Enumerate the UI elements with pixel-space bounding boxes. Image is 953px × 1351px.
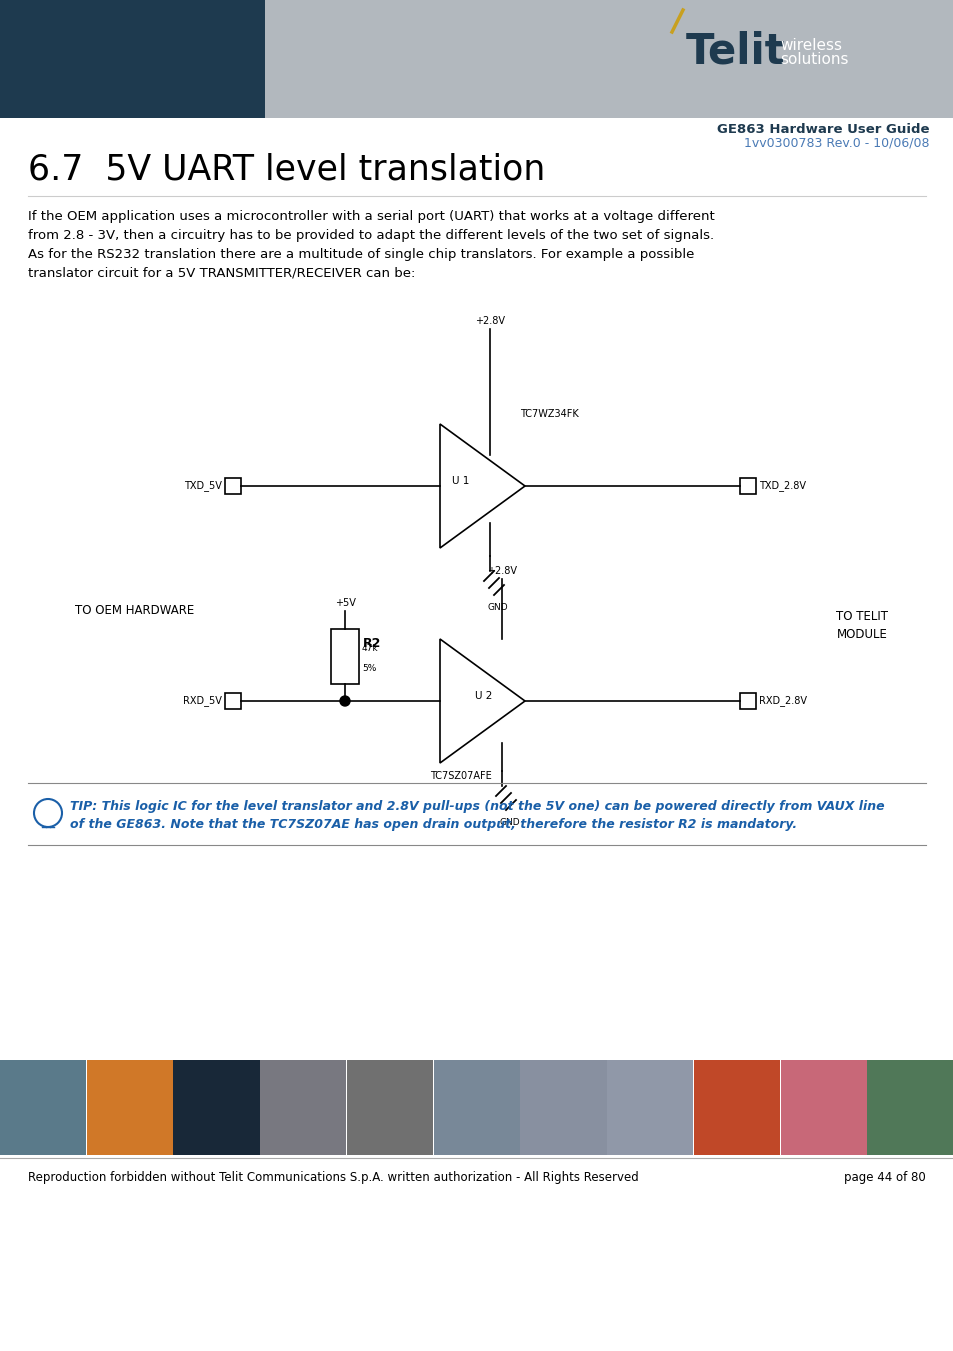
Text: Reproduction forbidden without Telit Communications S.p.A. written authorization: Reproduction forbidden without Telit Com… (28, 1171, 639, 1183)
Bar (225, 478, 241, 494)
Bar (347, 1061, 433, 1155)
Bar (225, 693, 241, 709)
Bar (0, 1061, 86, 1155)
Bar (780, 1061, 866, 1155)
Text: +5V: +5V (335, 598, 355, 608)
Text: GE863 Hardware User Guide: GE863 Hardware User Guide (717, 123, 929, 136)
Circle shape (339, 696, 350, 707)
Text: U 1: U 1 (452, 476, 469, 486)
Text: As for the RS232 translation there are a multitude of single chip translators. F: As for the RS232 translation there are a… (28, 249, 694, 261)
Text: RXD_2.8V: RXD_2.8V (759, 696, 806, 707)
Text: +2.8V: +2.8V (486, 566, 517, 576)
Bar (606, 1061, 693, 1155)
Text: 5%: 5% (361, 665, 376, 673)
Text: GND: GND (499, 817, 519, 827)
Text: Telit: Telit (685, 30, 785, 72)
Bar (519, 1061, 606, 1155)
Bar (260, 1061, 346, 1155)
Text: TXD_2.8V: TXD_2.8V (759, 481, 805, 492)
Text: TO OEM HARDWARE: TO OEM HARDWARE (75, 604, 194, 617)
Text: RXD_5V: RXD_5V (183, 696, 222, 707)
Bar (866, 1061, 952, 1155)
Text: If the OEM application uses a microcontroller with a serial port (UART) that wor: If the OEM application uses a microcontr… (28, 209, 714, 223)
Text: translator circuit for a 5V TRANSMITTER/RECEIVER can be:: translator circuit for a 5V TRANSMITTER/… (28, 267, 415, 280)
Text: U 2: U 2 (475, 690, 492, 701)
Text: wireless: wireless (780, 38, 841, 53)
Text: of the GE863. Note that the TC7SZ07AE has open drain output, therefore the resis: of the GE863. Note that the TC7SZ07AE ha… (70, 817, 797, 831)
Bar (740, 478, 755, 494)
Text: page 44 of 80: page 44 of 80 (843, 1171, 925, 1183)
Bar (265, 0, 953, 118)
Bar (0, 0, 265, 118)
Text: GND: GND (487, 603, 508, 612)
Text: TC7WZ34FK: TC7WZ34FK (519, 409, 578, 419)
Bar (740, 693, 755, 709)
Bar (87, 1061, 172, 1155)
Text: 47k: 47k (361, 643, 378, 653)
Bar (434, 1061, 519, 1155)
Bar (173, 1061, 259, 1155)
Text: 1vv0300783 Rev.0 - 10/06/08: 1vv0300783 Rev.0 - 10/06/08 (743, 136, 929, 150)
Text: solutions: solutions (780, 51, 847, 66)
Text: TO TELIT
MODULE: TO TELIT MODULE (835, 611, 887, 642)
Text: TC7SZ07AFE: TC7SZ07AFE (430, 771, 491, 781)
Bar (331, 630, 358, 684)
Text: R2: R2 (363, 638, 381, 650)
Text: +2.8V: +2.8V (475, 316, 504, 326)
Text: TXD_5V: TXD_5V (184, 481, 222, 492)
Bar (693, 1061, 780, 1155)
Text: from 2.8 - 3V, then a circuitry has to be provided to adapt the different levels: from 2.8 - 3V, then a circuitry has to b… (28, 230, 714, 242)
Text: TIP: This logic IC for the level translator and 2.8V pull-ups (not the 5V one) c: TIP: This logic IC for the level transla… (70, 800, 883, 813)
Text: 6.7  5V UART level translation: 6.7 5V UART level translation (28, 153, 545, 186)
